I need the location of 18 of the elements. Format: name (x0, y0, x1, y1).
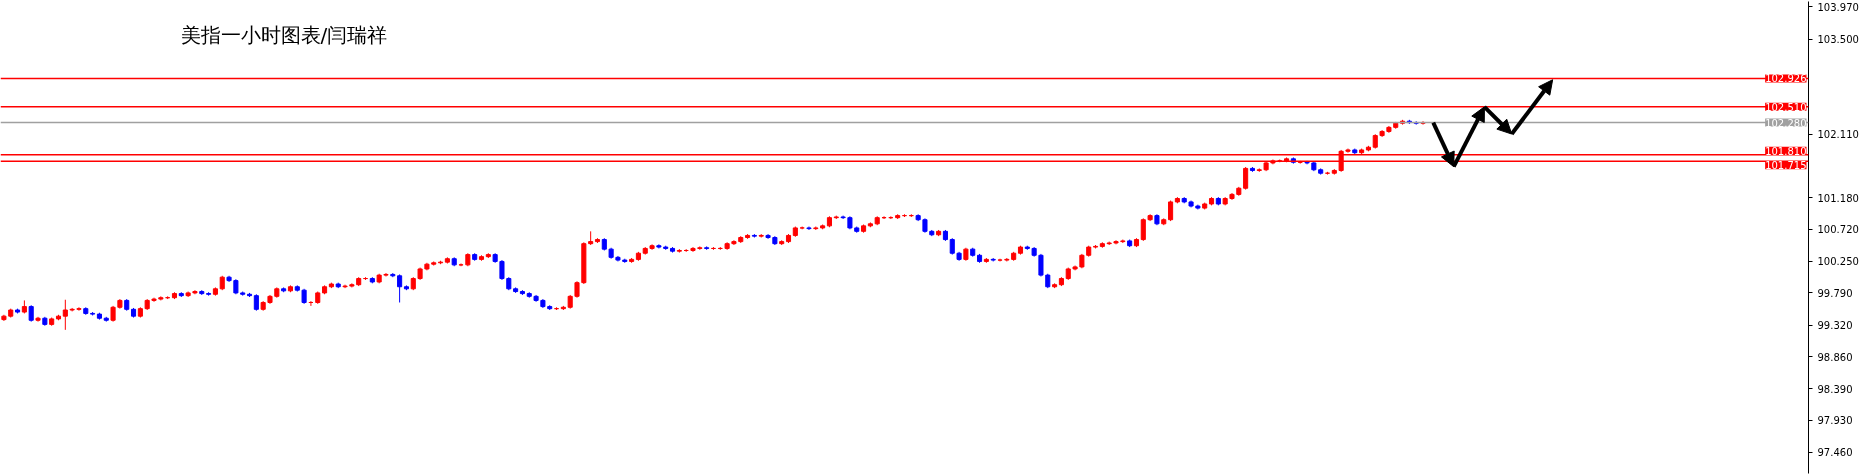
y-tick-label: 102.110 (1817, 129, 1859, 141)
y-tick-label: 100.720 (1817, 224, 1859, 236)
y-tick-label: 99.790 (1817, 287, 1853, 299)
y-tick-label: 103.970 (1817, 1, 1859, 13)
y-tick-label: 98.390 (1817, 383, 1853, 395)
y-tick-label: 103.500 (1817, 34, 1859, 46)
y-tick-label: 97.930 (1817, 415, 1853, 427)
ref-line-label: 102.280 (1765, 117, 1807, 129)
y-tick-label: 98.860 (1817, 351, 1853, 363)
y-tick-label: 97.460 (1817, 447, 1853, 459)
y-tick-label: 99.320 (1817, 320, 1853, 332)
ref-line-label: 102.926 (1765, 73, 1807, 85)
ref-line-label: 101.810 (1765, 145, 1807, 157)
y-tick-label: 101.180 (1817, 192, 1859, 204)
y-tick-label: 100.250 (1817, 256, 1859, 268)
ref-line-label: 101.715 (1765, 160, 1807, 172)
text: 美指一小时图表/闫瑞祥 (180, 22, 388, 47)
ref-line-label: 102.510 (1765, 101, 1807, 113)
